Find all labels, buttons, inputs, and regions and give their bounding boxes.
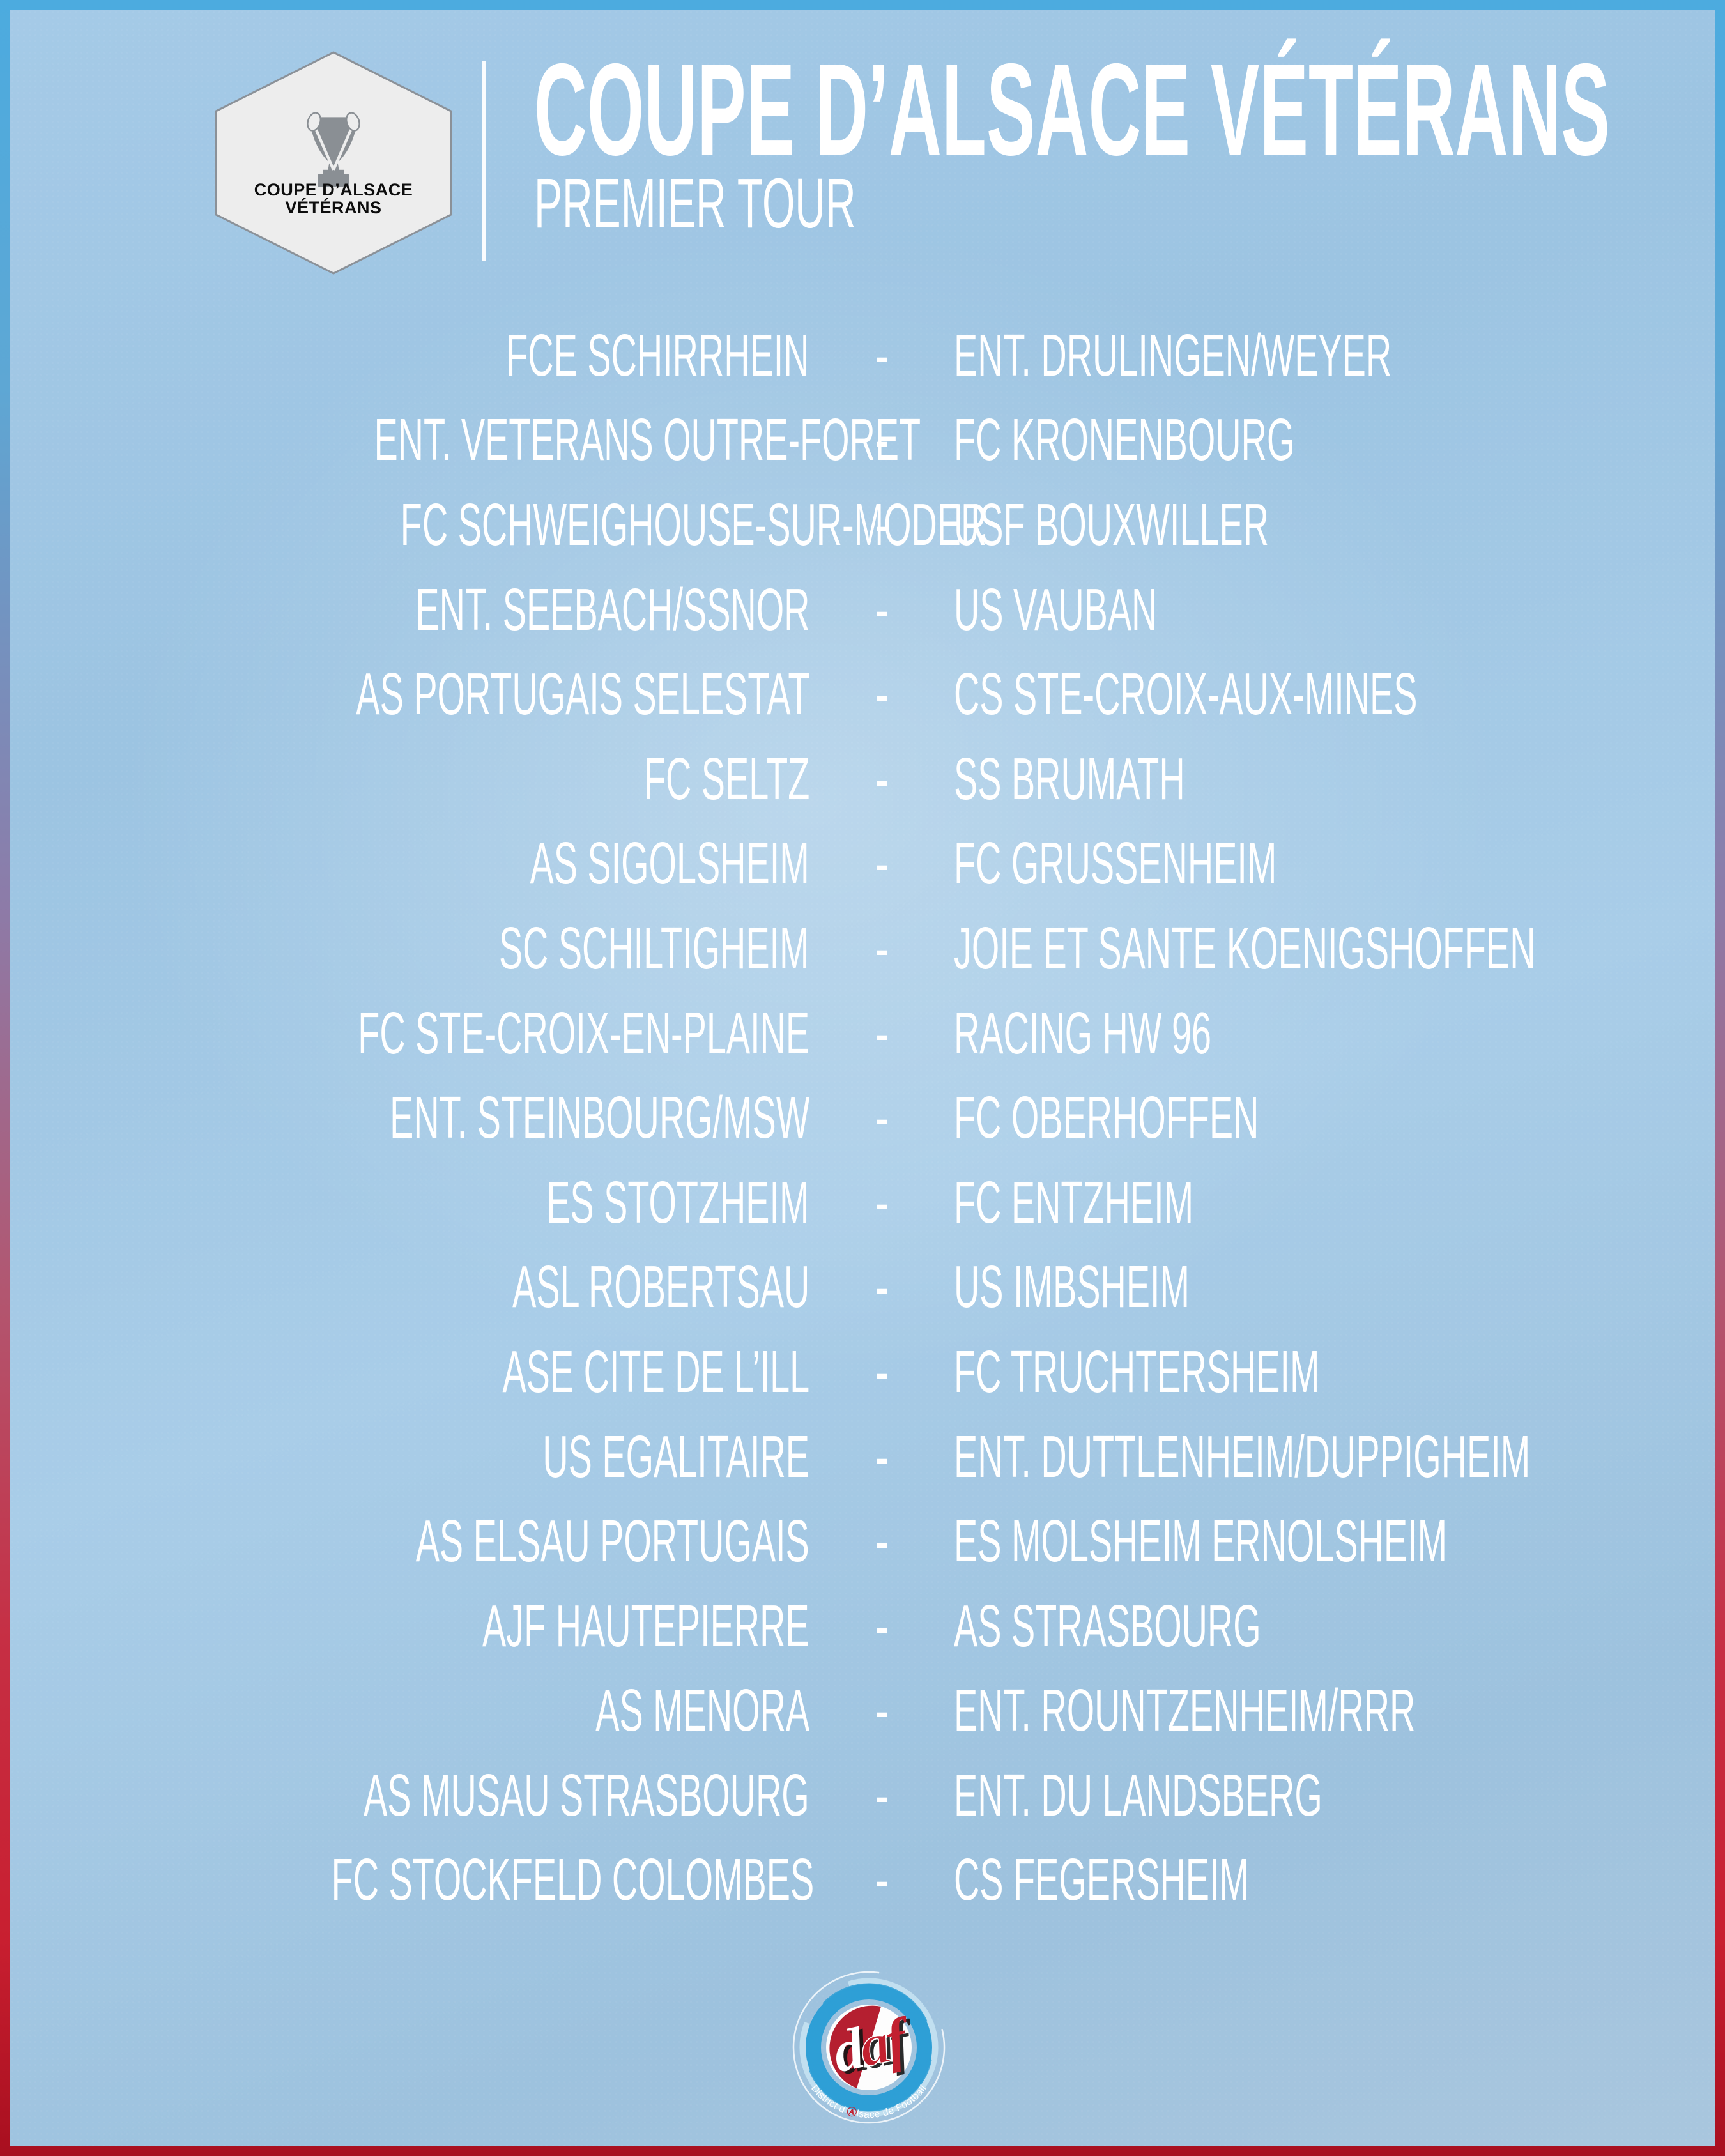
away-team: JOIE ET SANTE KOENIGSHOFFEN [954,914,1536,981]
fixture-row: ENT. STEINBOURG/MSW - FC OBERHOFFEN [10,1075,1715,1160]
home-team: AS MUSAU STRASBOURG [364,1761,809,1828]
separator-dash: - [875,1508,889,1575]
home-team: FC SCHWEIGHOUSE-SUR-MODER [400,491,987,558]
away-team: FC KRONENBOURG [954,406,1295,473]
home-team: FC STE-CROIX-EN-PLAINE [358,999,809,1066]
home-team: ES STOTZHEIM [546,1168,809,1235]
tournament-badge: COUPE D’ALSACE VÉTÉRANS [212,50,455,275]
away-team: ES MOLSHEIM ERNOLSHEIM [954,1508,1448,1575]
badge-title: COUPE D’ALSACE [254,180,413,199]
trophy-icon [307,112,360,187]
home-team: AS PORTUGAIS SELESTAT [355,661,809,728]
fixture-row: FC SELTZ - SS BRUMATH [10,737,1715,822]
fixture-row: AS MENORA - ENT. ROUNTZENHEIM/RRR [10,1669,1715,1754]
home-team: AJF HAUTEPIERRE [482,1592,809,1659]
fixture-row: AS SIGOLSHEIM - FC GRUSSENHEIM [10,822,1715,906]
separator-dash: - [875,661,889,728]
separator-dash: - [875,1168,889,1235]
fixture-row: FC STOCKFELD COLOMBES - CS FEGERSHEIM [10,1838,1715,1923]
header-divider [482,61,486,261]
away-team: CS FEGERSHEIM [954,1846,1249,1913]
away-team: ENT. ROUNTZENHEIM/RRR [954,1677,1416,1744]
fixture-row: FC SCHWEIGHOUSE-SUR-MODER - USF BOUXWILL… [10,482,1715,567]
separator-dash: - [875,406,889,473]
away-team: RACING HW 96 [954,999,1212,1066]
fixture-row: US EGALITAIRE - ENT. DUTTLENHEIM/DUPPIGH… [10,1414,1715,1499]
separator-dash: - [875,1592,889,1659]
away-team: US IMBSHEIM [954,1253,1190,1320]
home-team: SC SCHILTIGHEIM [499,914,809,981]
separator-dash: - [875,1677,889,1744]
fixture-row: AS ELSAU PORTUGAIS - ES MOLSHEIM ERNOLSH… [10,1499,1715,1584]
page-title: COUPE D’ALSACE VÉTÉRANS [534,36,1610,183]
away-team: CS STE-CROIX-AUX-MINES [954,661,1418,728]
separator-dash: - [875,1253,889,1320]
badge-text: COUPE D’ALSACE VÉTÉRANS [212,181,455,217]
home-team: AS SIGOLSHEIM [530,830,809,897]
home-team: FCE SCHIRRHEIN [506,321,809,388]
badge-hexagon [215,51,452,275]
fixtures-list: FCE SCHIRRHEIN - ENT. DRULINGEN/WEYER EN… [10,313,1715,1922]
home-team: ENT. STEINBOURG/MSW [389,1084,809,1151]
fixture-row: FCE SCHIRRHEIN - ENT. DRULINGEN/WEYER [10,313,1715,398]
separator-dash: - [875,1761,889,1828]
separator-dash: - [875,1338,889,1405]
fixture-row: ASL ROBERTSAU - US IMBSHEIM [10,1245,1715,1330]
home-team: FC SELTZ [643,745,809,812]
home-team: AS ELSAU PORTUGAIS [415,1508,809,1575]
fixture-row: AS MUSAU STRASBOURG - ENT. DU LANDSBERG [10,1753,1715,1838]
home-team: AS MENORA [595,1677,809,1744]
away-team: ENT. DUTTLENHEIM/DUPPIGHEIM [954,1423,1531,1490]
fixture-row: ENT. VETERANS OUTRE-FORET - FC KRONENBOU… [10,398,1715,483]
logo-ring [792,1971,946,2124]
away-team: FC ENTZHEIM [954,1168,1194,1235]
separator-dash: - [875,491,889,558]
separator-dash: - [875,830,889,897]
separator-dash: - [875,1423,889,1490]
home-team: ASE CITE DE L’ILL [502,1338,809,1405]
separator-dash: - [875,321,889,388]
logo-red-wedge [829,2005,881,2088]
away-team: ENT. DU LANDSBERG [954,1761,1322,1828]
fixture-row: FC STE-CROIX-EN-PLAINE - RACING HW 96 [10,991,1715,1076]
paper-background [10,10,1715,2146]
fixture-row: SC SCHILTIGHEIM - JOIE ET SANTE KOENIGSH… [10,906,1715,991]
separator-dash: - [875,999,889,1066]
fixture-row: AJF HAUTEPIERRE - AS STRASBOURG [10,1584,1715,1669]
separator-dash: - [875,1084,889,1151]
fixture-row: ASE CITE DE L’ILL - FC TRUCHTERSHEIM [10,1329,1715,1414]
fixture-row: AS PORTUGAIS SELESTAT - CS STE-CROIX-AUX… [10,652,1715,737]
away-team: FC TRUCHTERSHEIM [954,1338,1320,1405]
fixture-row: ES STOTZHEIM - FC ENTZHEIM [10,1160,1715,1245]
separator-dash: - [875,576,889,643]
separator-dash: - [875,914,889,981]
away-team: SS BRUMATH [954,745,1185,812]
away-team: FC GRUSSENHEIM [954,830,1277,897]
home-team: FC STOCKFELD COLOMBES [331,1846,815,1913]
away-team: ENT. DRULINGEN/WEYER [954,321,1392,388]
separator-dash: - [875,1846,889,1913]
separator-dash: - [875,745,889,812]
daf-logo: daf daf District d’Ⓐlsace de Football [760,1939,977,2156]
away-team: FC OBERHOFFEN [954,1084,1259,1151]
home-team: ENT. SEEBACH/SSNOR [415,576,809,643]
away-team: USF BOUXWILLER [954,491,1269,558]
home-team: US EGALITAIRE [542,1423,809,1490]
page-subtitle: PREMIER TOUR [534,164,856,243]
home-team: ENT. VETERANS OUTRE-FORET [374,406,921,473]
away-team: AS STRASBOURG [954,1592,1261,1659]
home-team: ASL ROBERTSAU [512,1253,809,1320]
badge-subtitle: VÉTÉRANS [285,198,382,217]
away-team: US VAUBAN [954,576,1158,643]
fixture-row: ENT. SEEBACH/SSNOR - US VAUBAN [10,567,1715,652]
